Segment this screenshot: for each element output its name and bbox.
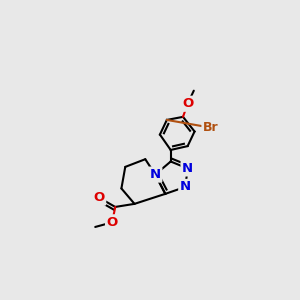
Text: O: O xyxy=(106,216,118,229)
Text: O: O xyxy=(94,191,105,204)
Text: N: N xyxy=(150,168,161,181)
Text: N: N xyxy=(182,162,193,175)
Text: O: O xyxy=(182,97,193,110)
Text: N: N xyxy=(180,180,191,194)
Text: Br: Br xyxy=(203,121,218,134)
